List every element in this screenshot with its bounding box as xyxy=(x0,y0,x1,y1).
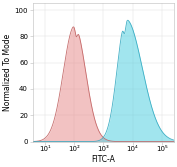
Y-axis label: Normalized To Mode: Normalized To Mode xyxy=(4,34,12,111)
X-axis label: FITC-A: FITC-A xyxy=(91,154,115,163)
